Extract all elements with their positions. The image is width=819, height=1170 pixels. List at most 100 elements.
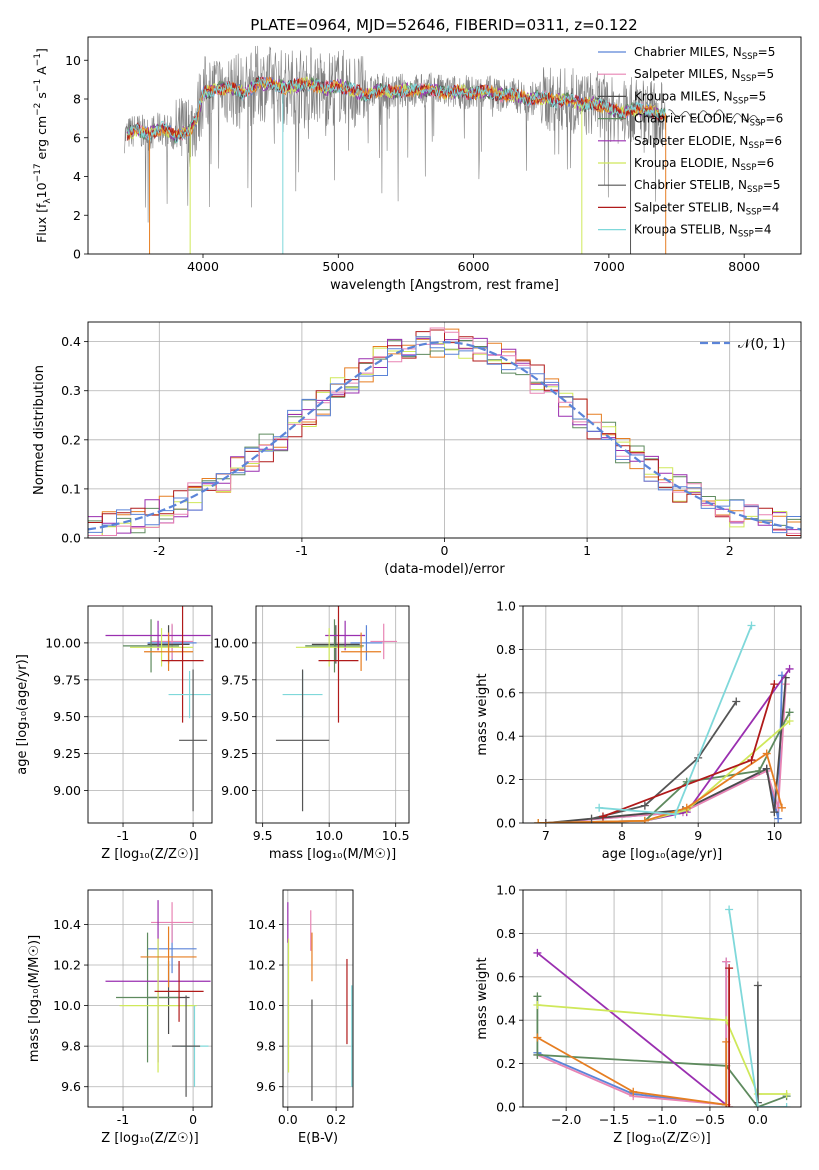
x-tick-label: 1 xyxy=(583,543,591,558)
marker xyxy=(785,664,794,673)
spectrum-axes: 4000 5000 6000 7000 8000 0 2 4 6 8 10 wavelength [A… xyxy=(33,36,802,293)
marker xyxy=(533,1050,542,1059)
y-tick-label: 10.0 xyxy=(248,998,276,1013)
errorbar-point xyxy=(179,669,208,812)
weight-series xyxy=(537,961,728,1106)
legend-entry: Salpeter STELIB, NSSP=4 xyxy=(634,200,779,217)
y-tick-label: 9.25 xyxy=(221,746,249,761)
x-tick-label: 7000 xyxy=(593,259,625,274)
x-axis-label: Z [log₁₀(Z/Z☉)] xyxy=(613,1131,710,1146)
x-tick-label: 0 xyxy=(441,543,449,558)
weight-series xyxy=(536,952,727,1106)
x-tick-label: 0.2 xyxy=(326,1112,346,1127)
model-spectrum-tail xyxy=(668,109,762,125)
y-axis-label: mass weight xyxy=(475,673,490,755)
axes-frame xyxy=(282,889,354,1108)
mass_vs_ebv-plot-area xyxy=(287,902,353,1101)
axes-frame xyxy=(87,36,802,255)
marker xyxy=(640,801,649,810)
weight-series xyxy=(536,1036,728,1106)
axes-frame xyxy=(87,605,213,824)
y-tick-label: 1.0 xyxy=(496,599,516,614)
y-tick-label: 10.2 xyxy=(248,958,276,973)
mass_vs_ebv-axes: 0.0 0.2 9.6 9.8 10.0 10.2 10.4 E(B-V) xyxy=(248,889,354,1146)
axes-frame xyxy=(87,889,213,1108)
marker xyxy=(747,621,756,630)
x-tick-label: 0 xyxy=(189,1112,197,1127)
x-tick-label: -1 xyxy=(117,828,129,843)
x-axis-label: wavelength [Angstrom, rest frame] xyxy=(330,278,559,293)
x-tick-label: 7 xyxy=(542,828,550,843)
x-tick-label: −2.0 xyxy=(551,1112,581,1127)
marker xyxy=(782,1103,791,1107)
legend-entry: Chabrier STELIB, NSSP=5 xyxy=(634,178,781,195)
legend-entry: Kroupa STELIB, NSSP=4 xyxy=(634,223,772,240)
y-tick-label: 0.0 xyxy=(496,1100,516,1115)
y-tick-label: 1.0 xyxy=(496,883,516,898)
marker xyxy=(533,992,542,1001)
errorbar-point xyxy=(140,926,197,988)
x-tick-label: 10 xyxy=(766,828,782,843)
y-tick-label: 10 xyxy=(65,53,81,68)
x-tick-label: −1.5 xyxy=(599,1112,629,1127)
x-axis-label: E(B-V) xyxy=(298,1131,338,1146)
mass_vs_Z-plot-area xyxy=(105,900,211,1097)
y-tick-label: 0.2 xyxy=(61,432,81,447)
errorbar-point xyxy=(116,932,180,1063)
marker xyxy=(629,1087,638,1096)
x-tick-label: -1 xyxy=(117,1112,129,1127)
y-tick-label: 9.6 xyxy=(61,1079,81,1094)
spectrum-plot-area xyxy=(124,45,762,254)
x-tick-label: 9 xyxy=(694,828,702,843)
axes-frame xyxy=(255,605,410,824)
x-axis-label: Z [log₁₀(Z/Z☉)] xyxy=(101,847,198,862)
y-tick-label: 9.00 xyxy=(53,783,81,798)
y-axis-label: mass weight xyxy=(475,957,490,1039)
x-tick-label: 4000 xyxy=(187,259,219,274)
y-tick-label: 8 xyxy=(73,92,81,107)
age_vs_mass-axes: 9.5 10.0 10.5 9.00 9.25 9.50 9.75 10.00 mass [lo… xyxy=(213,605,410,862)
errorbar-point xyxy=(123,619,180,673)
y-tick-label: 9.8 xyxy=(256,1039,276,1054)
x-tick-label: 8 xyxy=(618,828,626,843)
errorbar-point xyxy=(151,902,194,943)
marker xyxy=(595,803,604,812)
weight-series xyxy=(728,909,787,1107)
residual-histogram xyxy=(88,336,801,536)
errorbar-point xyxy=(311,625,360,664)
marker xyxy=(725,905,734,914)
residuals-axes: -2 -1 0 1 2 0.0 0.1 0.2 0.3 0.4 (data-model)/error… xyxy=(32,321,802,577)
errorbar-point xyxy=(318,606,359,723)
x-tick-label: 2 xyxy=(726,543,734,558)
y-tick-label: 9.50 xyxy=(221,709,249,724)
marker xyxy=(785,717,794,726)
marker xyxy=(732,697,741,706)
errorbar-point xyxy=(154,960,204,1022)
y-tick-label: 9.6 xyxy=(256,1079,276,1094)
marker xyxy=(762,749,771,758)
marker xyxy=(762,764,771,773)
errorbar-point xyxy=(168,670,211,719)
marker xyxy=(534,819,543,823)
y-tick-label: 0.4 xyxy=(496,1013,516,1028)
observed-spectrum xyxy=(124,45,666,223)
marker xyxy=(541,819,550,823)
y-tick-label: 0.4 xyxy=(496,729,516,744)
y-tick-label: 9.50 xyxy=(53,709,81,724)
weight-series xyxy=(591,700,738,820)
y-axis-label: Normed distribution xyxy=(32,365,47,495)
weight-series xyxy=(537,961,728,1106)
y-tick-label: 0.8 xyxy=(496,642,516,657)
marker xyxy=(782,1089,791,1098)
weight_vs_Z-plot-area xyxy=(533,905,791,1107)
y-tick-label: 0.6 xyxy=(496,685,516,700)
x-axis-label: Z [log₁₀(Z/Z☉)] xyxy=(101,1131,198,1146)
x-tick-label: 9.5 xyxy=(253,828,273,843)
legend-entry: Kroupa MILES, NSSP=5 xyxy=(634,89,766,106)
legend-entry: 𝒩(0, 1) xyxy=(738,337,785,352)
y-axis-label: Flux [fλ10−17 erg cm−2 s−1 A−1] xyxy=(33,48,53,243)
x-tick-label: −0.5 xyxy=(695,1112,725,1127)
marker xyxy=(722,957,731,966)
y-tick-label: 2 xyxy=(73,208,81,223)
weight-series xyxy=(538,668,791,823)
